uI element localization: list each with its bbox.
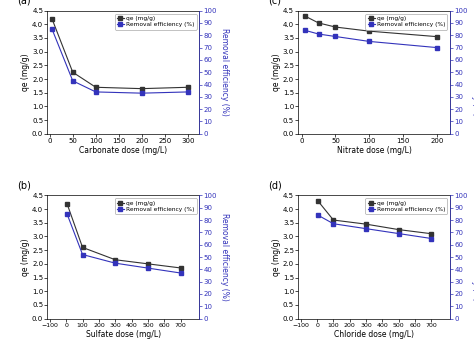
qe (mg/g) [139, 86, 145, 91]
qe (mg/g) [434, 34, 439, 39]
qe (mg/g) [315, 199, 321, 203]
Removal efficiency (%) [315, 213, 321, 217]
X-axis label: Nitrate dose (mg/L): Nitrate dose (mg/L) [337, 146, 412, 155]
Line: Removal efficiency (%): Removal efficiency (%) [302, 28, 439, 50]
Removal efficiency (%) [428, 236, 434, 241]
Legend: qe (mg/g), Removal efficiency (%): qe (mg/g), Removal efficiency (%) [115, 13, 197, 29]
Line: Removal efficiency (%): Removal efficiency (%) [50, 27, 191, 96]
Y-axis label: Removal efficiency (%): Removal efficiency (%) [220, 28, 229, 116]
Line: Removal efficiency (%): Removal efficiency (%) [316, 213, 434, 241]
Removal efficiency (%) [70, 79, 75, 83]
X-axis label: Chloride dose (mg/L): Chloride dose (mg/L) [334, 330, 414, 339]
Removal efficiency (%) [178, 271, 183, 275]
qe (mg/g) [333, 25, 338, 29]
qe (mg/g) [330, 218, 336, 222]
X-axis label: Carbonate dose (mg/L): Carbonate dose (mg/L) [79, 146, 167, 155]
Removal efficiency (%) [396, 232, 401, 236]
Removal efficiency (%) [316, 32, 321, 36]
qe (mg/g) [316, 21, 321, 25]
Y-axis label: Removal efficiency (%): Removal efficiency (%) [471, 213, 474, 301]
Removal efficiency (%) [112, 261, 118, 265]
qe (mg/g) [396, 228, 401, 232]
Line: qe (mg/g): qe (mg/g) [64, 201, 183, 270]
qe (mg/g) [178, 266, 183, 270]
qe (mg/g) [185, 85, 191, 90]
qe (mg/g) [366, 29, 372, 33]
Removal efficiency (%) [49, 27, 55, 31]
Removal efficiency (%) [434, 45, 439, 50]
Line: Removal efficiency (%): Removal efficiency (%) [64, 211, 183, 275]
Legend: qe (mg/g), Removal efficiency (%): qe (mg/g), Removal efficiency (%) [365, 198, 447, 214]
qe (mg/g) [112, 258, 118, 262]
qe (mg/g) [93, 85, 99, 90]
qe (mg/g) [363, 222, 369, 226]
Y-axis label: qe (mg/g): qe (mg/g) [272, 53, 281, 91]
Removal efficiency (%) [366, 39, 372, 44]
Removal efficiency (%) [139, 91, 145, 95]
Y-axis label: qe (mg/g): qe (mg/g) [272, 238, 281, 276]
Y-axis label: qe (mg/g): qe (mg/g) [21, 238, 30, 276]
qe (mg/g) [80, 245, 85, 250]
Removal efficiency (%) [333, 34, 338, 39]
Text: (c): (c) [268, 0, 281, 6]
Removal efficiency (%) [302, 28, 308, 33]
qe (mg/g) [64, 201, 70, 206]
Text: (a): (a) [17, 0, 31, 6]
Removal efficiency (%) [80, 252, 85, 257]
qe (mg/g) [145, 262, 151, 266]
Y-axis label: Removal efficiency (%): Removal efficiency (%) [471, 28, 474, 116]
Removal efficiency (%) [185, 90, 191, 94]
qe (mg/g) [302, 14, 308, 18]
Y-axis label: qe (mg/g): qe (mg/g) [21, 53, 30, 91]
Removal efficiency (%) [64, 212, 70, 216]
Line: qe (mg/g): qe (mg/g) [316, 199, 434, 236]
X-axis label: Sulfate dose (mg/L): Sulfate dose (mg/L) [86, 330, 161, 339]
Removal efficiency (%) [330, 222, 336, 226]
qe (mg/g) [70, 70, 75, 74]
Legend: qe (mg/g), Removal efficiency (%): qe (mg/g), Removal efficiency (%) [115, 198, 197, 214]
Line: qe (mg/g): qe (mg/g) [302, 14, 439, 39]
Removal efficiency (%) [145, 266, 151, 270]
Text: (d): (d) [268, 181, 282, 190]
Text: (b): (b) [17, 181, 31, 190]
Removal efficiency (%) [93, 90, 99, 94]
Removal efficiency (%) [363, 227, 369, 231]
Legend: qe (mg/g), Removal efficiency (%): qe (mg/g), Removal efficiency (%) [365, 13, 447, 29]
qe (mg/g) [49, 17, 55, 21]
Y-axis label: Removal efficiency (%): Removal efficiency (%) [220, 213, 229, 301]
qe (mg/g) [428, 232, 434, 236]
Line: qe (mg/g): qe (mg/g) [50, 16, 191, 91]
